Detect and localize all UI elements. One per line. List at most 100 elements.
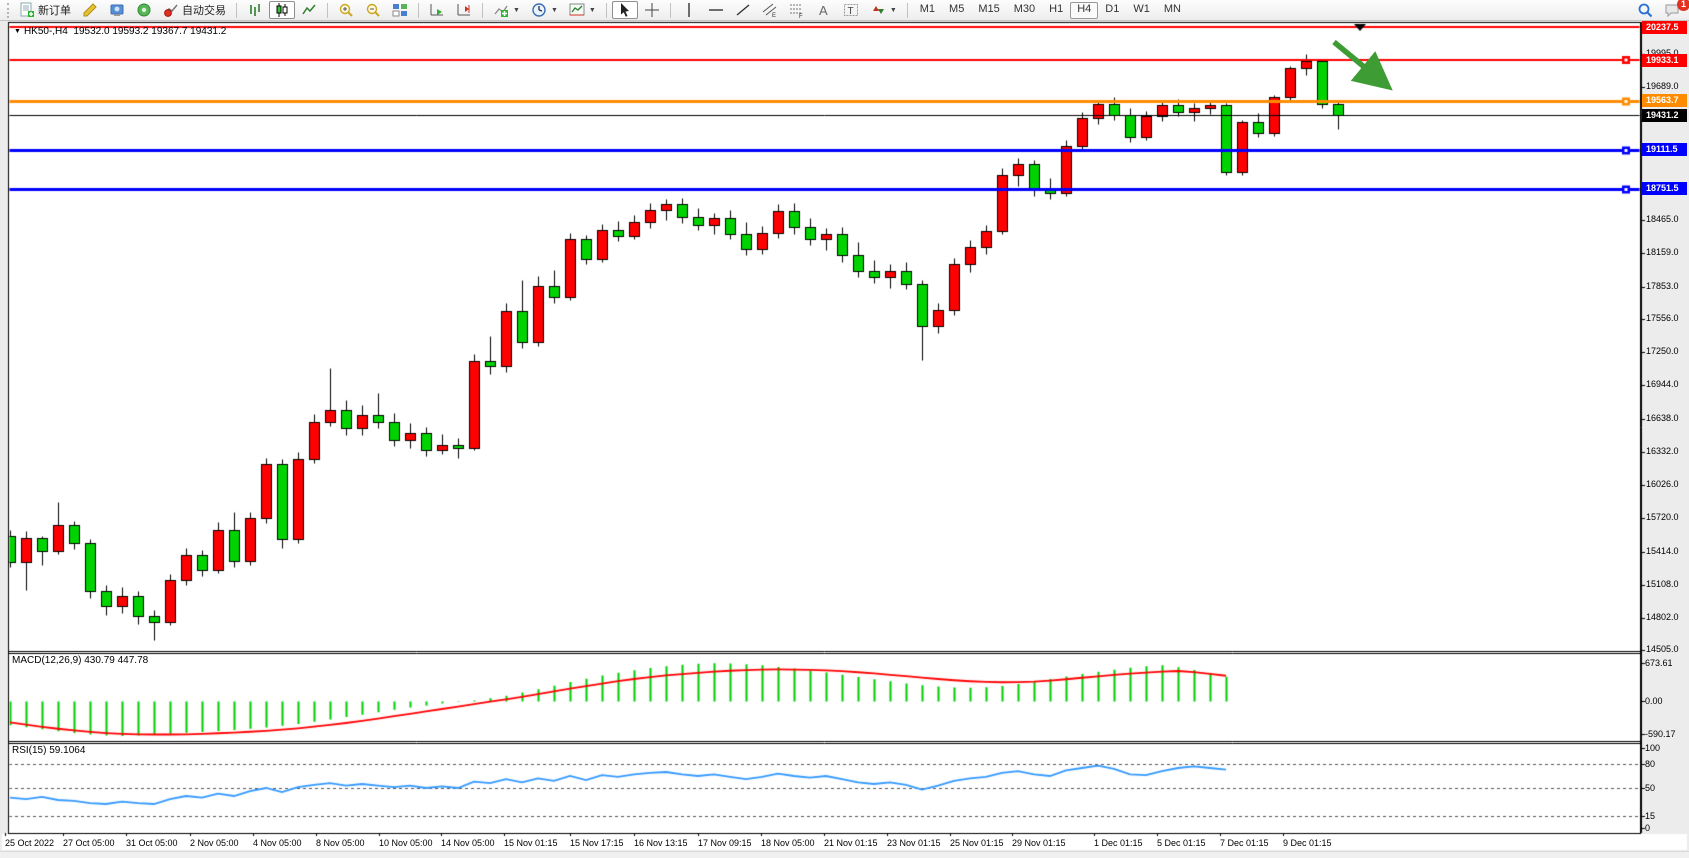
timeframe-button-H4[interactable]: H4: [1070, 1, 1099, 19]
tile-windows-button[interactable]: [387, 1, 413, 19]
crosshair-tool-button[interactable]: [639, 1, 665, 19]
macd-main-value: 430.79: [84, 655, 115, 666]
zoom-out-button[interactable]: [360, 1, 386, 19]
timeframe-button-H1[interactable]: H1: [1049, 2, 1064, 15]
collapse-triangle-icon[interactable]: ▼: [14, 28, 21, 35]
rsi-axis-tick: 80: [1645, 759, 1656, 769]
new-order-icon: [20, 2, 34, 17]
shapes-tool-button[interactable]: ▼: [865, 1, 902, 19]
time-axis-label: 25 Nov 01:15: [950, 838, 1004, 848]
time-axis-label: 7 Dec 01:15: [1220, 838, 1269, 848]
price-badge-18751.5[interactable]: 18751.5: [1642, 182, 1687, 196]
timeframe-button-M30[interactable]: M30: [1013, 2, 1036, 15]
search-icon: [1638, 3, 1653, 18]
auto-trading-button[interactable]: 自动交易: [158, 1, 231, 19]
text-icon: A: [819, 3, 828, 18]
timeframe-button-M1[interactable]: M1: [919, 2, 936, 15]
trendline-tool-button[interactable]: [730, 1, 756, 19]
dropdown-caret: ▼: [889, 6, 897, 14]
search-button[interactable]: [1632, 1, 1658, 19]
macd-axis-tick: 0.00: [1645, 696, 1663, 706]
toolbar-separator: [236, 2, 237, 18]
price-axis-tick: 17853.0: [1646, 280, 1679, 291]
timeframe-button-M15[interactable]: M15: [978, 2, 1000, 15]
status-strip: [0, 851, 1689, 858]
notification-badge: 1: [1677, 0, 1689, 11]
horizontal-line-tool-button[interactable]: [703, 1, 729, 19]
rsi-axis-tick: 100: [1645, 743, 1661, 753]
toolbar-separator: [482, 2, 483, 18]
price-badge-19431.2[interactable]: 19431.2: [1642, 108, 1687, 122]
periods-button[interactable]: ▼: [526, 1, 563, 19]
trend-arrow-annotation[interactable]: [1328, 36, 1406, 102]
zoom-in-icon: [339, 3, 353, 17]
timeframe-button-D1[interactable]: D1: [1105, 2, 1120, 15]
cursor-tool-button[interactable]: [611, 1, 638, 19]
tile-windows-icon: [392, 4, 407, 17]
fibonacci-icon: F: [789, 4, 803, 18]
price-badge-20237.5[interactable]: 20237.5: [1642, 20, 1687, 34]
chart-line-button[interactable]: [296, 1, 322, 19]
time-axis-label: 8 Nov 05:00: [316, 838, 365, 848]
toolbar-grip[interactable]: [7, 2, 10, 18]
toolbar-separator: [669, 2, 671, 18]
price-axis-tick: 14505.0: [1646, 644, 1679, 655]
price-axis-tick: 15108.0: [1646, 578, 1679, 589]
timeframe-button-M5[interactable]: M5: [949, 2, 965, 15]
svg-text:E: E: [772, 13, 776, 18]
notifications-button[interactable]: 1: [1659, 0, 1689, 19]
macd-signal-value: 447.78: [117, 655, 149, 666]
toolbar-separator: [906, 2, 908, 18]
indicators-button[interactable]: ▼: [488, 1, 525, 19]
zoom-out-icon: [366, 3, 380, 17]
auto-trading-label: 自动交易: [182, 5, 226, 17]
price-badge-19933.1[interactable]: 19933.1: [1642, 53, 1687, 67]
chart-shift-button[interactable]: [451, 1, 477, 19]
templates-button[interactable]: ▼: [564, 1, 601, 19]
fibonacci-tool-button[interactable]: F: [784, 1, 810, 19]
price-badge-19563.7[interactable]: 19563.7: [1642, 94, 1687, 108]
time-axis-label: 5 Dec 01:15: [1157, 838, 1206, 848]
time-axis-label: 31 Oct 05:00: [126, 838, 178, 848]
auto-trading-icon: [164, 4, 178, 17]
rsi-indicator-label: RSI(15) 59.1064: [12, 745, 85, 756]
new-order-button[interactable]: 新订单: [14, 1, 76, 19]
chart-bars-button[interactable]: [242, 1, 268, 19]
auto-scroll-icon: [430, 4, 443, 16]
auto-scroll-button[interactable]: [424, 1, 450, 19]
price-axis-tick: 19689.0: [1646, 81, 1679, 91]
channel-tool-button[interactable]: E: [757, 1, 783, 19]
timeframe-button-W1[interactable]: W1: [1133, 2, 1150, 15]
price-badge-19111.5[interactable]: 19111.5: [1642, 143, 1687, 157]
macd-axis-tick: 673.61: [1645, 658, 1673, 668]
timeframe-button-MN[interactable]: MN: [1163, 2, 1181, 15]
time-axis-label: 18 Nov 05:00: [761, 838, 815, 848]
crosshair-icon: [644, 3, 659, 17]
price-axis-tick: 17556.0: [1646, 312, 1679, 323]
vertical-line-tool-button[interactable]: [676, 1, 702, 19]
svg-text:F: F: [799, 14, 803, 18]
price-axis-tick: 18159.0: [1646, 247, 1679, 258]
toolbar-separator: [418, 2, 419, 18]
equidistant-channel-icon: E: [762, 3, 777, 18]
text-label-tool-button[interactable]: T: [838, 1, 864, 19]
price-axis-tick: 18465.0: [1646, 214, 1679, 225]
signals-button[interactable]: [131, 1, 157, 19]
text-tool-button[interactable]: A: [811, 1, 837, 19]
market-button[interactable]: [104, 1, 130, 19]
zoom-in-button[interactable]: [333, 1, 359, 19]
rsi-name: RSI(15): [12, 745, 47, 756]
chart-candles-button[interactable]: [269, 1, 295, 19]
signals-icon: [137, 3, 151, 17]
time-axis-label: 29 Nov 01:15: [1012, 838, 1066, 848]
macd-indicator-label: MACD(12,26,9) 430.79 447.78: [12, 655, 148, 666]
time-axis-label: 27 Oct 05:00: [63, 838, 115, 848]
time-axis-label: 1 Dec 01:15: [1094, 838, 1143, 848]
time-axis-label: 14 Nov 05:00: [441, 838, 495, 848]
market-icon: [110, 4, 124, 16]
vertical-line-icon: [688, 3, 690, 17]
metaeditor-button[interactable]: [77, 1, 103, 19]
templates-icon: [569, 3, 585, 16]
